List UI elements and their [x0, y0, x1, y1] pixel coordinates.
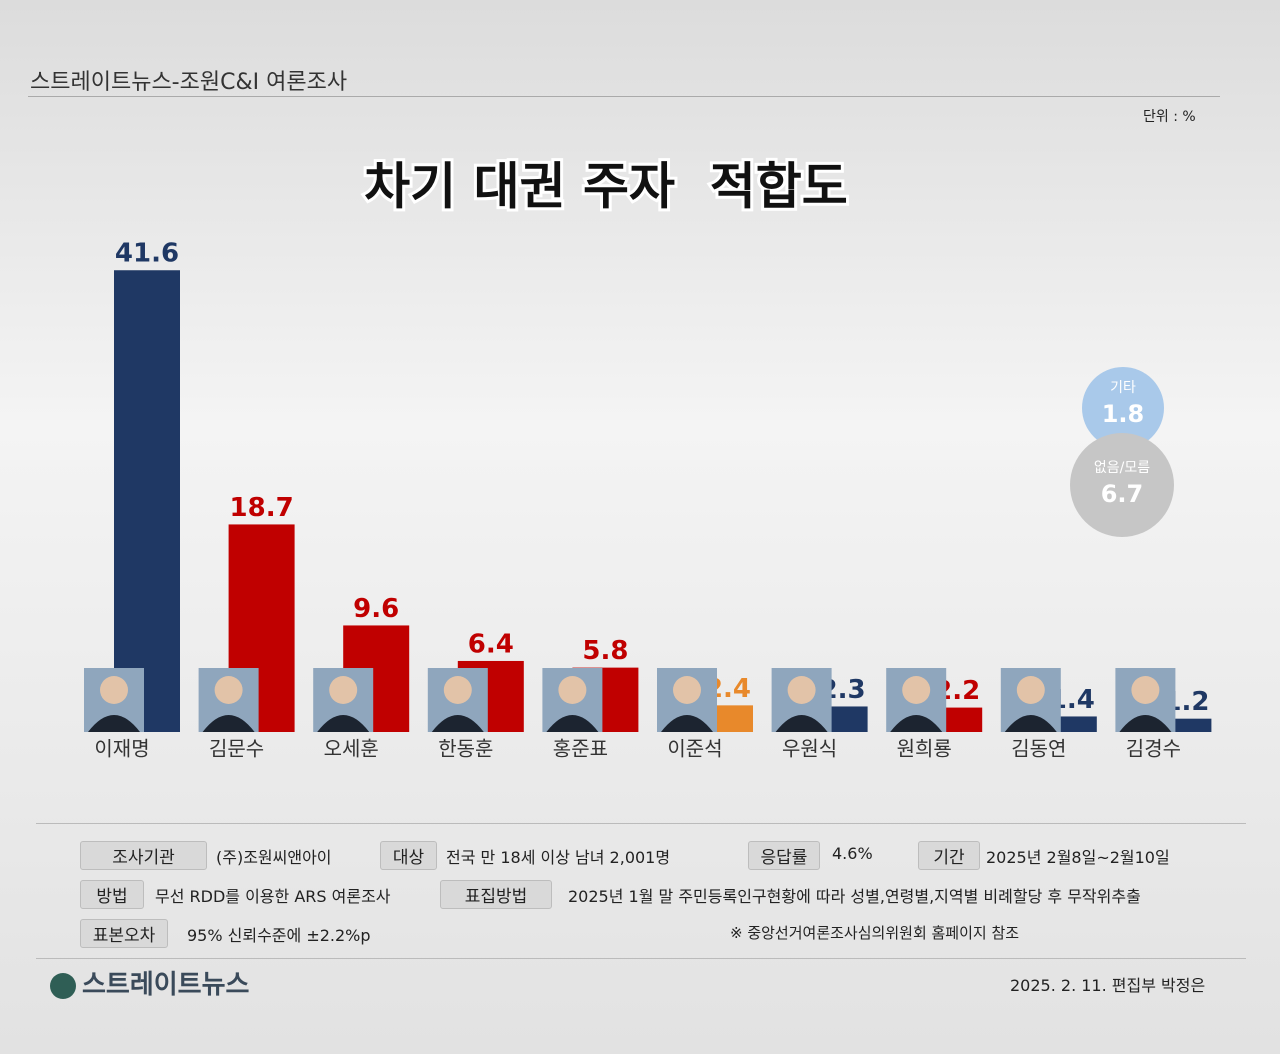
source: 스트레이트뉴스-조원C&I 여론조사 — [30, 70, 348, 95]
photo-body — [661, 715, 713, 732]
photo-body — [1119, 715, 1172, 732]
logo: 스트레이트뉴스 — [50, 964, 249, 1001]
chart-title: 차기 대권 주자 적합도 — [364, 158, 848, 216]
value-label: 18.7 — [230, 493, 294, 523]
photo-body — [317, 715, 370, 732]
photo-body — [775, 715, 828, 732]
unit: 단위 : % — [1143, 109, 1196, 125]
info-label: 표본오차 — [80, 919, 168, 948]
photo-head — [673, 676, 701, 704]
chart: 차기 대권 주자 적합도 41.6 이재명 18.7 김문수 9.6 오세훈 6.4 한동훈 5… — [84, 157, 1212, 761]
rule — [36, 823, 1246, 824]
info-label: 조사기관 — [80, 841, 207, 870]
info-label: 응답률 — [748, 841, 820, 870]
photo — [771, 668, 832, 732]
photo — [84, 668, 144, 732]
photo — [657, 668, 717, 732]
photo-head — [100, 676, 128, 704]
info-label: 대상 — [380, 841, 437, 870]
photo-head — [443, 676, 472, 704]
photo-head — [1131, 676, 1160, 704]
info-value: 전국 만 18세 이상 남녀 2,001명 — [446, 848, 671, 867]
photo — [427, 668, 488, 732]
info-label: 기간 — [918, 841, 980, 870]
info-value: 2025년 1월 말 주민등록인구현황에 따라 성별,연령별,지역별 비례할당 … — [568, 887, 1141, 906]
x-tick-label: 홍준표 — [553, 737, 608, 761]
x-tick-label: 한동훈 — [438, 737, 493, 761]
info-value: 4.6% — [832, 844, 873, 863]
other-value: 1.8 — [1102, 400, 1145, 428]
photo-body — [546, 715, 599, 732]
other-label: 없음/모름 — [1094, 460, 1150, 476]
photo-head — [329, 676, 358, 704]
value-label: 5.8 — [582, 636, 628, 666]
info-value: 무선 RDD를 이용한 ARS 여론조사 — [155, 887, 391, 906]
photo-body — [890, 715, 943, 732]
rule — [28, 96, 1220, 97]
photo — [1000, 668, 1061, 732]
credit: 2025. 2. 11. 편집부 박정은 — [1010, 976, 1206, 995]
other-bubble — [1070, 433, 1174, 537]
x-tick-label: 이준석 — [667, 737, 722, 761]
value-label: 9.6 — [353, 594, 399, 624]
rule — [36, 958, 1246, 959]
other-bubble — [1082, 367, 1164, 449]
other-value: 6.7 — [1101, 480, 1144, 508]
photo-body — [88, 715, 140, 732]
info-value: 95% 신뢰수준에 ±2.2%p — [187, 926, 371, 945]
photo-head — [902, 676, 931, 704]
x-tick-label: 김문수 — [209, 737, 264, 761]
photo-head — [787, 676, 816, 704]
photo-head — [214, 676, 243, 704]
x-tick-label: 오세훈 — [324, 737, 379, 761]
x-tick-label: 김경수 — [1126, 737, 1181, 761]
photo-body — [431, 715, 484, 732]
info-value: 2025년 2월8일~2월10일 — [986, 848, 1170, 867]
photo — [1115, 668, 1176, 732]
info-label: 방법 — [80, 880, 144, 909]
photo-head — [558, 676, 587, 704]
x-tick-label: 원희룡 — [897, 737, 952, 761]
x-tick-label: 우원식 — [782, 737, 837, 761]
info-value: (주)조원씨앤아이 — [216, 848, 332, 867]
photo — [542, 668, 603, 732]
x-tick-label: 김동연 — [1011, 737, 1066, 761]
x-tick-label: 이재명 — [94, 737, 149, 761]
bar — [114, 270, 180, 732]
value-label: 41.6 — [115, 239, 179, 269]
other-label: 기타 — [1110, 380, 1136, 396]
photo-body — [202, 715, 255, 732]
photo — [198, 668, 259, 732]
photo — [886, 668, 947, 732]
logo-text: 스트레이트뉴스 — [82, 970, 250, 1000]
value-label: 6.4 — [468, 629, 514, 659]
note: ※ 중앙선거여론조사심의위원회 홈페이지 참조 — [730, 924, 1020, 942]
photo-body — [1004, 715, 1057, 732]
info-label: 표집방법 — [440, 880, 552, 909]
photo — [313, 668, 374, 732]
photo-head — [1016, 676, 1045, 704]
